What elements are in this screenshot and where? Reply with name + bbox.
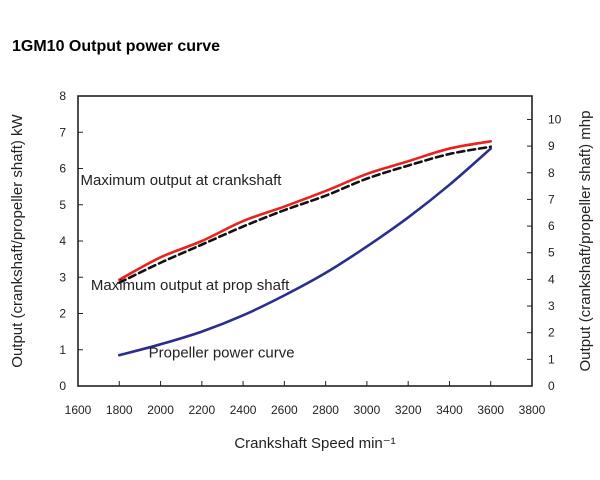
prop-shaft-output-line <box>117 145 493 284</box>
y-left-tick-label: 2 <box>59 307 66 321</box>
y-right-tick-label: 2 <box>548 326 555 340</box>
y-left-tick-label: 8 <box>59 89 66 103</box>
x-tick-label: 1600 <box>65 403 92 417</box>
x-tick-label: 2200 <box>188 403 215 417</box>
y-right-tick-label: 4 <box>548 272 555 286</box>
plot-frame <box>77 95 533 387</box>
y-left-axis-title: Output (crankshaft/propeller shaft) kW <box>9 113 26 367</box>
chart-title: 1GM10 Output power curve <box>12 38 221 55</box>
prop-shaft-annotation: Maximum output at prop shaft <box>91 277 290 294</box>
propeller-curve-annotation: Propeller power curve <box>149 345 295 362</box>
y-left-tick-label: 6 <box>59 162 66 176</box>
crankshaft-output-line <box>117 140 493 282</box>
y-right-tick-label: 5 <box>548 246 555 260</box>
x-tick-label: 1800 <box>106 403 133 417</box>
y-right-tick-label: 10 <box>548 112 562 126</box>
x-tick-label: 3400 <box>436 403 463 417</box>
y-right-axis-title: Output (crankshaft/propeller shaft) mhp <box>577 111 594 372</box>
y-right-tick-label: 7 <box>548 192 555 206</box>
x-tick-label: 3600 <box>477 403 504 417</box>
x-tick-label: 3800 <box>519 403 546 417</box>
y-right-tick-label: 9 <box>548 139 555 153</box>
y-right-tick-label: 8 <box>548 166 555 180</box>
x-tick-label: 3000 <box>354 403 381 417</box>
y-left-tick-label: 0 <box>59 379 66 393</box>
y-right-tick-label: 6 <box>548 219 555 233</box>
y-left-tick-label: 1 <box>59 343 66 357</box>
y-right-tick-label: 3 <box>548 299 555 313</box>
x-tick-label: 2600 <box>271 403 298 417</box>
x-tick-label: 2400 <box>230 403 257 417</box>
crankshaft-annotation: Maximum output at crankshaft <box>81 172 283 189</box>
x-tick-label: 2800 <box>312 403 339 417</box>
x-tick-label: 2000 <box>147 403 174 417</box>
y-right-tick-label: 1 <box>548 352 555 366</box>
x-axis-title: Crankshaft Speed min⁻¹ <box>234 435 395 452</box>
y-left-tick-label: 3 <box>59 270 66 284</box>
y-left-tick-label: 4 <box>59 234 66 248</box>
x-tick-label: 3200 <box>395 403 422 417</box>
y-left-tick-label: 5 <box>59 198 66 212</box>
propeller-power-curve-line <box>117 147 493 357</box>
y-left-tick-label: 7 <box>59 125 66 139</box>
y-right-tick-label: 0 <box>548 379 555 393</box>
